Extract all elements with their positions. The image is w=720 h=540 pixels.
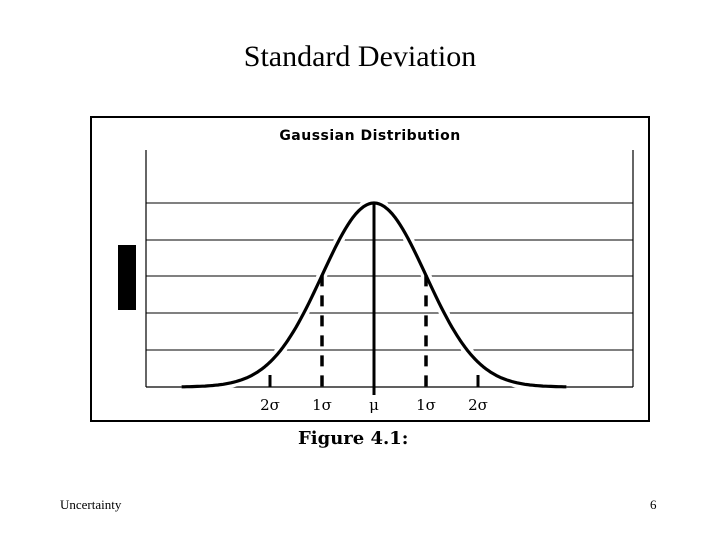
sigma-markers: [268, 203, 480, 395]
black-sidebar-block: [118, 245, 136, 310]
x-tick-label: μ: [369, 396, 379, 414]
slide-title: Standard Deviation: [243, 40, 477, 73]
x-tick-label: 2σ: [468, 396, 488, 414]
figure-frame: Gaussian Distribution: [90, 116, 650, 422]
chart-title: Gaussian Distribution: [279, 128, 461, 144]
figure-caption: Figure 4.1:: [298, 428, 409, 449]
plot-axes: [145, 150, 634, 388]
footer-topic: Uncertainty: [60, 497, 122, 512]
x-tick-label: 1σ: [312, 396, 332, 414]
x-tick-label: 2σ: [260, 396, 280, 414]
page-number: 6: [650, 497, 657, 512]
x-tick-label: 1σ: [416, 396, 436, 414]
tick-labels: 2σ 1σ μ 1σ 2σ: [260, 396, 488, 414]
grid-lines: [146, 202, 633, 351]
